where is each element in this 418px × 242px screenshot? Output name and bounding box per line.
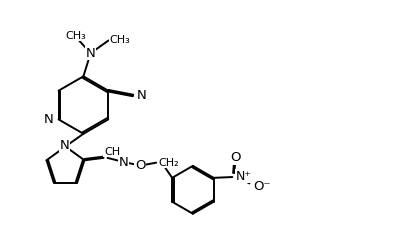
Text: CH₂: CH₂ (158, 158, 179, 168)
Text: O: O (230, 151, 240, 164)
Text: CH₃: CH₃ (65, 31, 86, 41)
Text: O: O (135, 159, 145, 172)
Text: N: N (119, 156, 128, 169)
Text: CH: CH (104, 147, 120, 157)
Text: N: N (60, 139, 69, 152)
Text: N: N (43, 113, 54, 126)
Text: N: N (137, 89, 146, 102)
Text: CH₃: CH₃ (110, 35, 130, 45)
Text: O⁻: O⁻ (253, 180, 270, 193)
Text: N⁺: N⁺ (235, 170, 252, 183)
Text: N: N (86, 47, 95, 60)
